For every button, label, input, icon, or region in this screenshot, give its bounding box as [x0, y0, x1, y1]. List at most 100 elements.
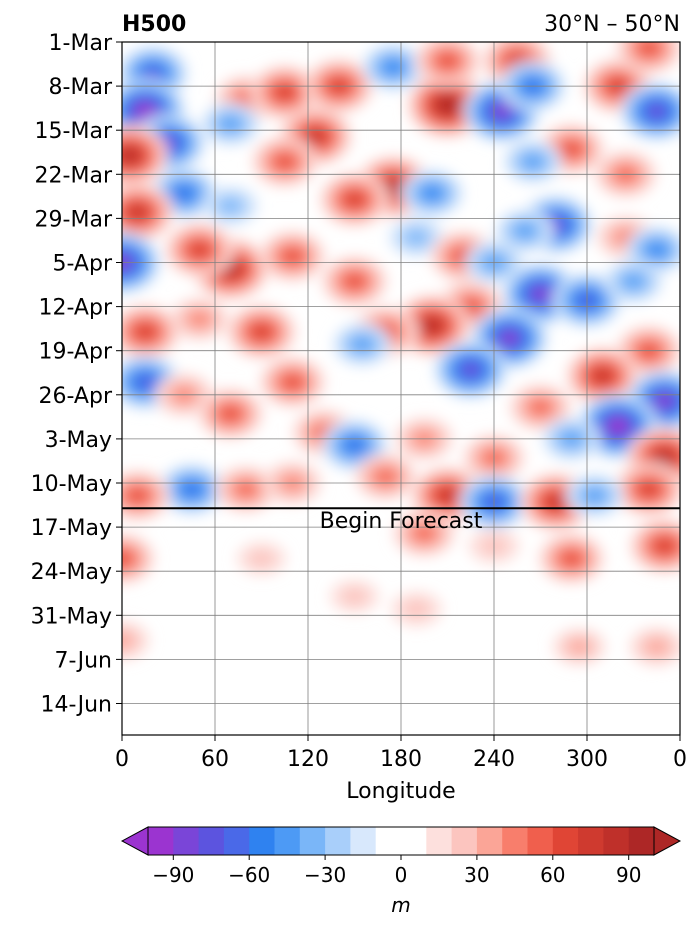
y-tick-label: 7-Jun [54, 648, 112, 673]
x-tick-label: 60 [201, 747, 229, 772]
colorbar-segment [628, 827, 655, 855]
colorbar-extend-min [120, 826, 149, 856]
anomaly-contour [659, 542, 670, 550]
anomaly-blob [329, 579, 380, 614]
anomaly-contour [566, 144, 577, 154]
chart-subtitle: 30°N – 50°N [544, 12, 680, 37]
anomaly-blob [629, 627, 680, 667]
anomaly-blob [333, 322, 392, 366]
anomaly-contour [512, 57, 523, 65]
anomaly-blob [538, 533, 605, 584]
anomaly-blob [226, 304, 297, 359]
anomaly-contour [194, 246, 205, 254]
anomaly-contour [442, 56, 453, 66]
y-tick-label: 24-May [31, 560, 112, 585]
anomaly-blob [259, 357, 326, 408]
anomaly-contour [647, 640, 666, 654]
anomaly-contour [256, 327, 267, 336]
colorbar-segment [578, 827, 604, 855]
anomaly-contour [652, 107, 662, 115]
anomaly-contour [279, 157, 291, 166]
colorbar-segment [527, 827, 554, 855]
anomaly-contour [597, 372, 608, 380]
x-tick-label: 120 [287, 747, 329, 772]
y-tick-label: 29-Mar [35, 207, 113, 232]
chart-title: H500 [122, 12, 186, 37]
anomaly-blob [122, 620, 150, 661]
anomaly-contour [122, 633, 132, 648]
anomaly-contour [626, 276, 641, 287]
colorbar-segment [451, 827, 478, 855]
anomaly-contour [466, 365, 476, 374]
anomaly-contour [163, 139, 174, 147]
anomaly-contour [342, 588, 367, 605]
anomaly-blob [170, 297, 229, 341]
anomaly-blob [201, 102, 260, 146]
anomaly-blob [122, 304, 180, 359]
anomaly-blob [509, 384, 572, 431]
anomaly-contour [443, 101, 452, 109]
anomaly-blob [321, 420, 388, 471]
anomaly-contour [643, 44, 655, 53]
colorbar-segment [173, 827, 200, 855]
colorbar-segment [375, 827, 402, 855]
anomaly-contour [223, 118, 238, 130]
anomaly-contour [517, 225, 533, 237]
y-tick-label: 19-Apr [38, 340, 112, 365]
y-tick-label: 10-May [31, 472, 112, 497]
colorbar-segment [198, 827, 225, 855]
colorbar: −90 −60 −30 0 30 60 90 [120, 826, 682, 887]
anomaly-blob [236, 541, 287, 576]
anomaly-blob [414, 42, 481, 87]
colorbar-segment [148, 827, 174, 855]
anomaly-contour [536, 290, 545, 298]
anomaly-blob [215, 465, 277, 513]
anomaly-contour [125, 151, 134, 159]
anomaly-blob [122, 470, 171, 521]
anomaly-contour [140, 327, 151, 336]
colorbar-tick-label: 30 [464, 863, 489, 887]
x-tick-label: 300 [566, 747, 608, 772]
anomaly-blob [122, 124, 168, 187]
y-tick-label: 15-Mar [35, 119, 113, 144]
anomaly-contour [389, 183, 398, 191]
anomaly-blob [321, 256, 388, 307]
colorbar-tick-label: 0 [395, 863, 408, 887]
anomaly-blob [390, 591, 443, 627]
x-tick-label: 180 [380, 747, 422, 772]
anomaly-blob [604, 259, 663, 303]
anomaly-contour [132, 208, 143, 216]
anomaly-contour [354, 339, 370, 350]
anomaly-contour [122, 554, 128, 563]
anomaly-contour [403, 600, 430, 618]
x-tick-label: 0 [115, 747, 129, 772]
anomaly-contour [407, 230, 426, 244]
anomaly-contour [287, 252, 298, 261]
anomaly-contour [226, 265, 235, 273]
begin-forecast-label: Begin Forecast [320, 509, 483, 534]
colorbar-segment [274, 827, 301, 855]
anomaly-contour [192, 313, 207, 325]
anomaly-contour [566, 554, 577, 563]
colorbar-segment [426, 827, 453, 855]
anomaly-contour [178, 189, 190, 198]
anomaly-contour [249, 550, 274, 567]
colorbar-tick-label: −90 [152, 863, 194, 887]
anomaly-contour [225, 409, 236, 418]
anomaly-blob [259, 231, 326, 282]
anomaly-blob [389, 217, 444, 257]
anomaly-blob [122, 183, 174, 242]
anomaly-blob [401, 169, 463, 217]
anomaly-contour [660, 397, 669, 405]
colorbar-segment [552, 827, 579, 855]
anomaly-contour [132, 491, 143, 500]
anomaly-blob [565, 474, 624, 518]
anomaly-contour [349, 195, 360, 204]
y-axis: 1-Mar 8-Mar 15-Mar 22-Mar 29-Mar 5-Apr 12-Apr 1… [31, 31, 122, 718]
colorbar-extend-max [653, 826, 682, 856]
anomaly-blob [464, 241, 524, 284]
anomaly-contour [287, 378, 298, 387]
y-tick-label: 8-Mar [49, 75, 113, 100]
anomaly-blob [629, 518, 680, 574]
